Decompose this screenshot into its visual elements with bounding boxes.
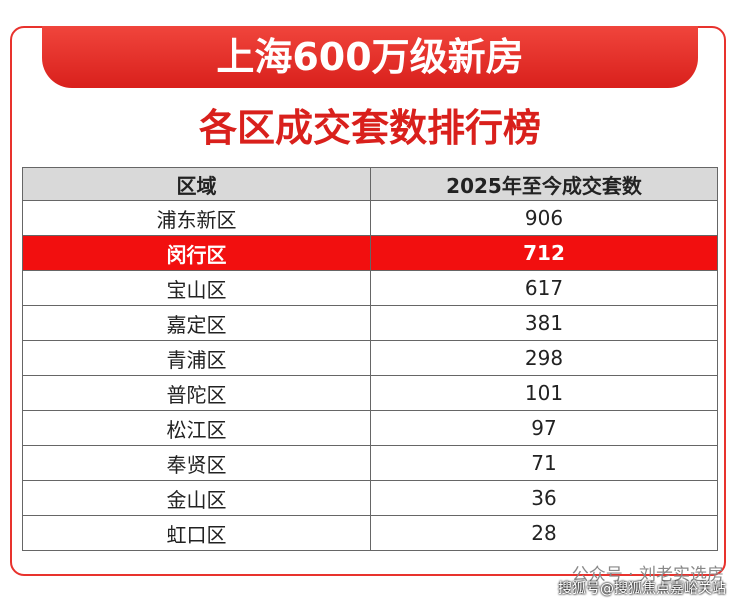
table-row: 宝山区 617 (22, 270, 718, 306)
column-header: 区域 (22, 167, 371, 201)
district-cell: 青浦区 (22, 340, 371, 376)
count-cell: 617 (370, 270, 718, 306)
district-cell: 奉贤区 (22, 445, 371, 481)
district-cell: 普陀区 (22, 375, 371, 411)
count-cell: 381 (370, 305, 718, 341)
table-row: 金山区 36 (22, 480, 718, 516)
count-cell: 101 (370, 375, 718, 411)
table-body: 浦东新区 906 闵行区 712 宝山区 617 嘉定区 381 青浦区 298 普陀区 101 松江区… (22, 200, 718, 551)
column-header: 2025年至今成交套数 (370, 167, 718, 201)
count-cell: 28 (370, 515, 718, 551)
count-cell: 906 (370, 200, 718, 236)
count-cell: 298 (370, 340, 718, 376)
count-cell: 36 (370, 480, 718, 516)
table-row: 闵行区 712 (22, 235, 718, 271)
header-row: 区域 2025年至今成交套数 (22, 167, 718, 201)
district-cell: 闵行区 (22, 235, 371, 271)
table-row: 奉贤区 71 (22, 445, 718, 481)
district-cell: 嘉定区 (22, 305, 371, 341)
table-row: 虹口区 28 (22, 515, 718, 551)
count-cell: 97 (370, 410, 718, 446)
subtitle: 各区成交套数排行榜 (198, 106, 541, 150)
district-cell: 松江区 (22, 410, 371, 446)
watermark-account: 公众号 · 刘老实选房 (571, 565, 724, 585)
table-row: 青浦区 298 (22, 340, 718, 376)
district-cell: 宝山区 (22, 270, 371, 306)
district-cell: 浦东新区 (22, 200, 371, 236)
table-row: 普陀区 101 (22, 375, 718, 411)
table-row: 松江区 97 (22, 410, 718, 446)
district-cell: 金山区 (22, 480, 371, 516)
table-row: 嘉定区 381 (22, 305, 718, 341)
ranking-table: 区域 2025年至今成交套数 浦东新区 906 闵行区 712 宝山区 617 嘉定区 381 青… (22, 167, 718, 551)
table-row: 浦东新区 906 (22, 200, 718, 236)
count-cell: 712 (370, 235, 718, 271)
district-cell: 虹口区 (22, 515, 371, 551)
title-banner: 上海600万级新房 (42, 26, 698, 88)
watermark-source: 搜狐号@搜狐焦点嘉峪关站 (558, 581, 726, 597)
count-cell: 71 (370, 445, 718, 481)
